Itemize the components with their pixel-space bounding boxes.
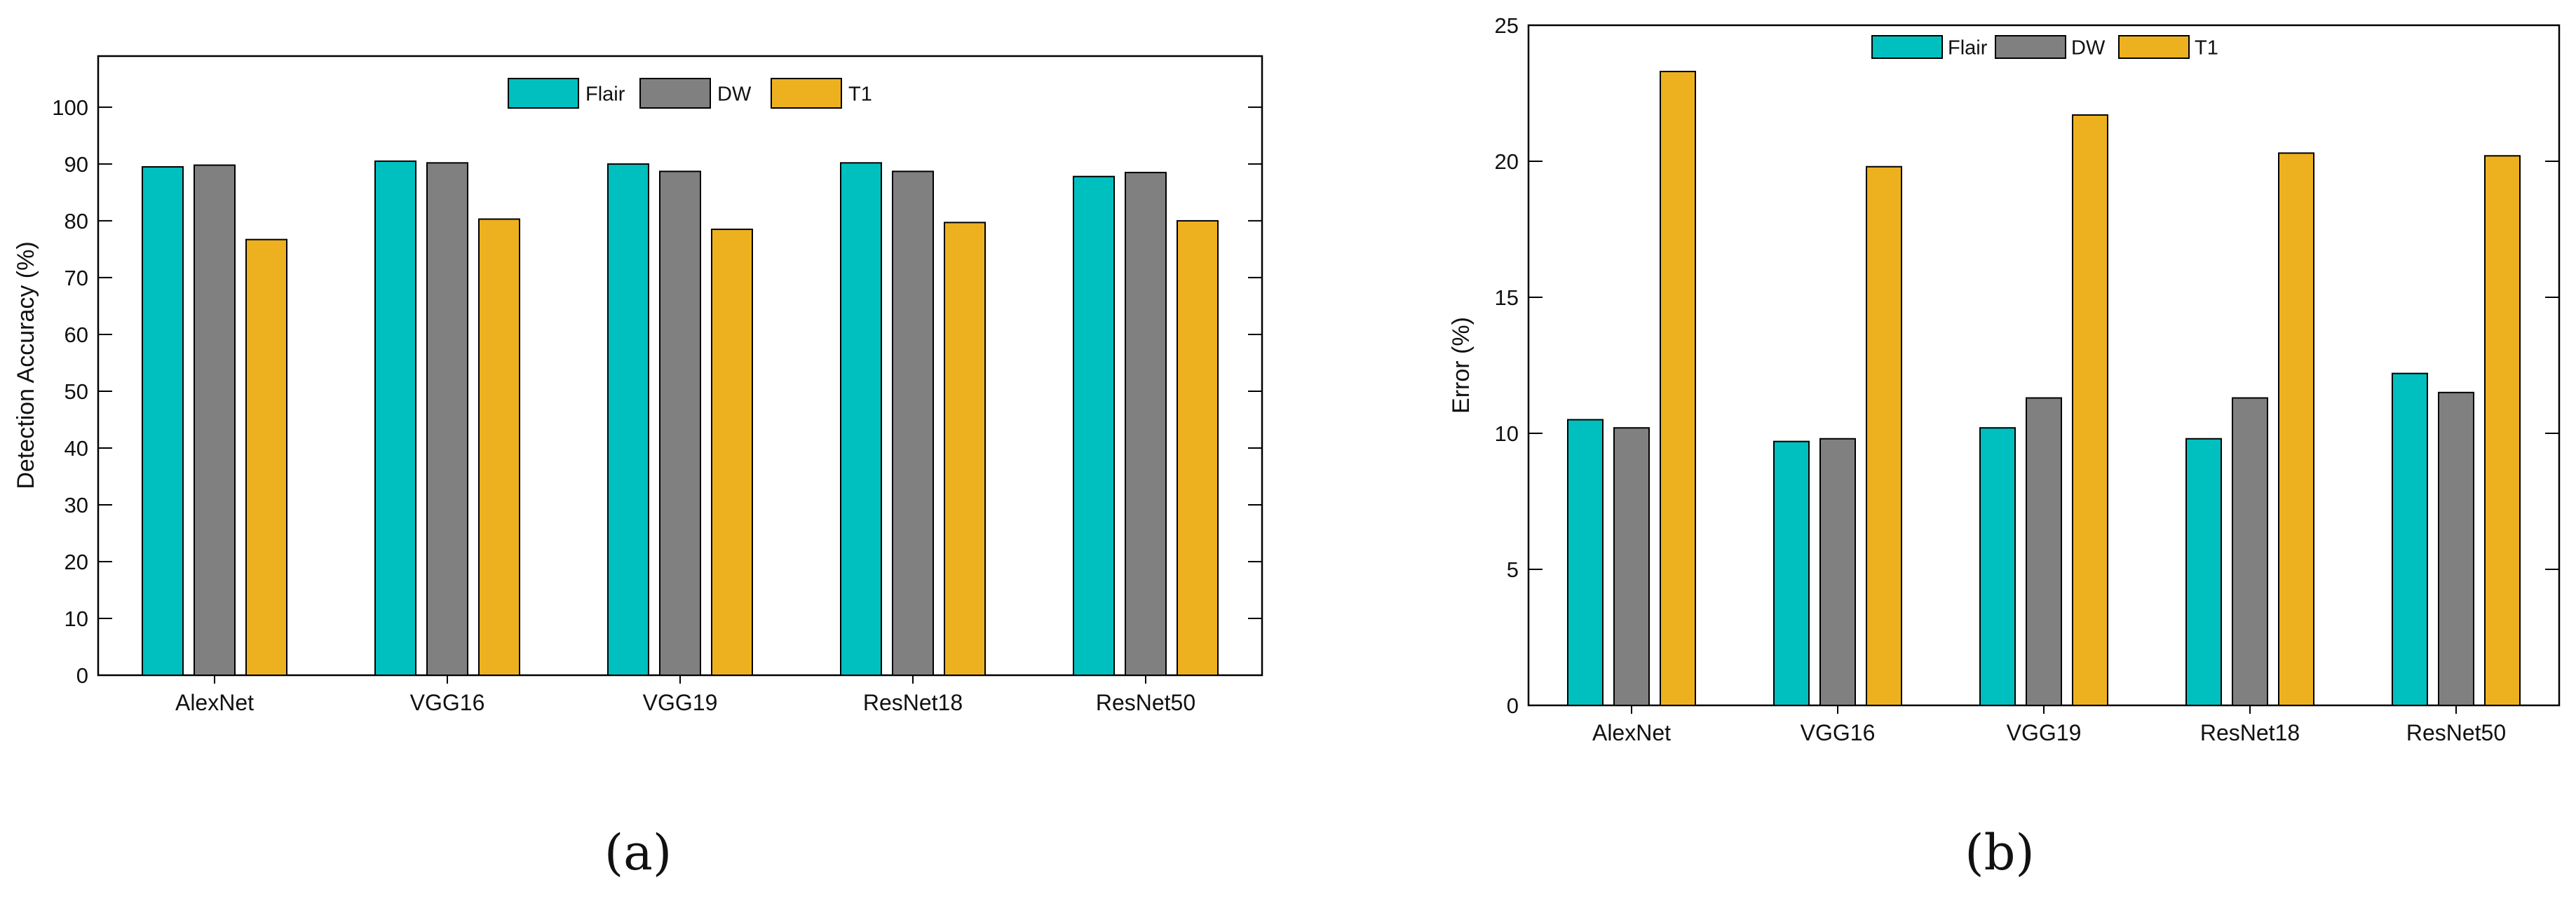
bar-group [1567,70,2521,707]
y-tick-label: 80 [65,209,88,233]
y-tick-label: 40 [65,436,88,461]
legend-swatch-dw [639,78,711,109]
x-tick-label: ResNet50 [1096,690,1195,715]
legend-swatch-t1 [2118,35,2190,59]
y-tick-label: 15 [1495,285,1519,310]
chart-panel-a: AlexNet VGG16 VGG19 ResNet18 ResNet50 0 10 20 30… [13,55,1263,881]
bar-flair-resnet50 [1073,175,1115,677]
x-tick-label: VGG16 [410,690,485,715]
y-tick-label: 20 [1495,149,1519,174]
panel-label-a: (a) [604,824,672,881]
bar-dw-vgg16 [1819,438,1856,706]
legend-label-flair: Flair [1948,36,1988,59]
bar-t1-resnet50 [2484,155,2521,707]
bar-dw-alexnet [194,164,236,677]
x-tick-label: ResNet18 [863,690,963,715]
bar-t1-vgg19 [711,229,753,676]
legend-swatch-t1 [771,78,842,109]
y-tick-label: 25 [1495,13,1519,38]
bar-t1-alexnet [245,238,287,677]
chart-panel-b: AlexNet VGG16 VGG19 ResNet18 ResNet50 0 5 10 15 2… [1448,13,2561,881]
y-axis-title: Error (%) [1448,317,1475,414]
y-tick-label: 10 [65,607,88,631]
bar-flair-alexnet [142,165,184,676]
y-tick-label: 70 [65,266,88,290]
y-tick-label: 90 [65,152,88,177]
bar-dw-vgg16 [426,162,468,676]
legend-label-dw: DW [2071,36,2106,59]
legend-swatch-flair [508,78,579,109]
legend-label-t1: T1 [848,83,872,105]
bar-flair-vgg16 [1773,440,1810,706]
axis-ticks: AlexNet VGG16 VGG19 ResNet18 ResNet50 0 5 10 15 2… [1495,13,2559,745]
y-tick-label: 100 [52,95,88,120]
bar-t1-resnet18 [944,222,986,676]
axis-ticks: AlexNet VGG16 VGG19 ResNet18 ResNet50 0 10 20 30… [52,95,1262,715]
x-tick-label: ResNet50 [2406,720,2506,745]
x-tick-label: VGG19 [643,690,718,715]
bar-dw-resnet50 [1125,172,1167,677]
y-tick-label: 50 [65,379,88,404]
legend: Flair DW T1 [1871,35,2218,59]
y-tick-label: 5 [1507,557,1519,582]
x-tick-label: AlexNet [1592,720,1671,745]
x-tick-label: AlexNet [175,690,254,715]
y-tick-label: 60 [65,323,88,347]
bar-t1-vgg16 [1866,165,1902,706]
legend-label-flair: Flair [585,83,625,105]
x-tick-label: ResNet18 [2200,720,2300,745]
bar-flair-resnet50 [2392,372,2428,706]
bar-group [142,160,1219,677]
y-axis-title: Detection Accuracy (%) [13,241,39,489]
bar-flair-resnet18 [840,162,882,676]
bar-flair-resnet18 [2185,438,2222,706]
bar-dw-resnet18 [892,170,934,677]
bar-dw-resnet18 [2232,397,2268,706]
legend: Flair DW T1 [508,78,872,109]
legend-label-dw: DW [717,83,752,105]
legend-swatch-dw [1995,35,2066,59]
bar-dw-vgg19 [659,170,701,677]
bar-dw-vgg19 [2026,397,2062,706]
legend-label-t1: T1 [2195,36,2218,59]
bar-dw-alexnet [1613,427,1650,706]
panel-label-b: (b) [1965,824,2034,881]
y-tick-label: 0 [76,663,88,688]
bar-t1-resnet18 [2278,152,2314,707]
bar-flair-vgg19 [607,163,649,677]
bar-flair-alexnet [1567,419,1604,706]
bar-flair-vgg16 [374,160,416,677]
bar-t1-resnet50 [1177,219,1219,676]
bar-t1-vgg16 [478,218,520,676]
bar-t1-alexnet [1660,70,1696,706]
legend-swatch-flair [1871,35,1943,59]
y-tick-label: 0 [1507,693,1519,718]
bar-flair-vgg19 [1979,427,2016,706]
bar-t1-vgg19 [2072,114,2108,707]
y-tick-label: 10 [1495,421,1519,446]
y-tick-label: 20 [65,550,88,574]
x-tick-label: VGG16 [1801,720,1876,745]
bar-dw-resnet50 [2438,391,2474,706]
x-tick-label: VGG19 [2007,720,2082,745]
y-tick-label: 30 [65,493,88,517]
